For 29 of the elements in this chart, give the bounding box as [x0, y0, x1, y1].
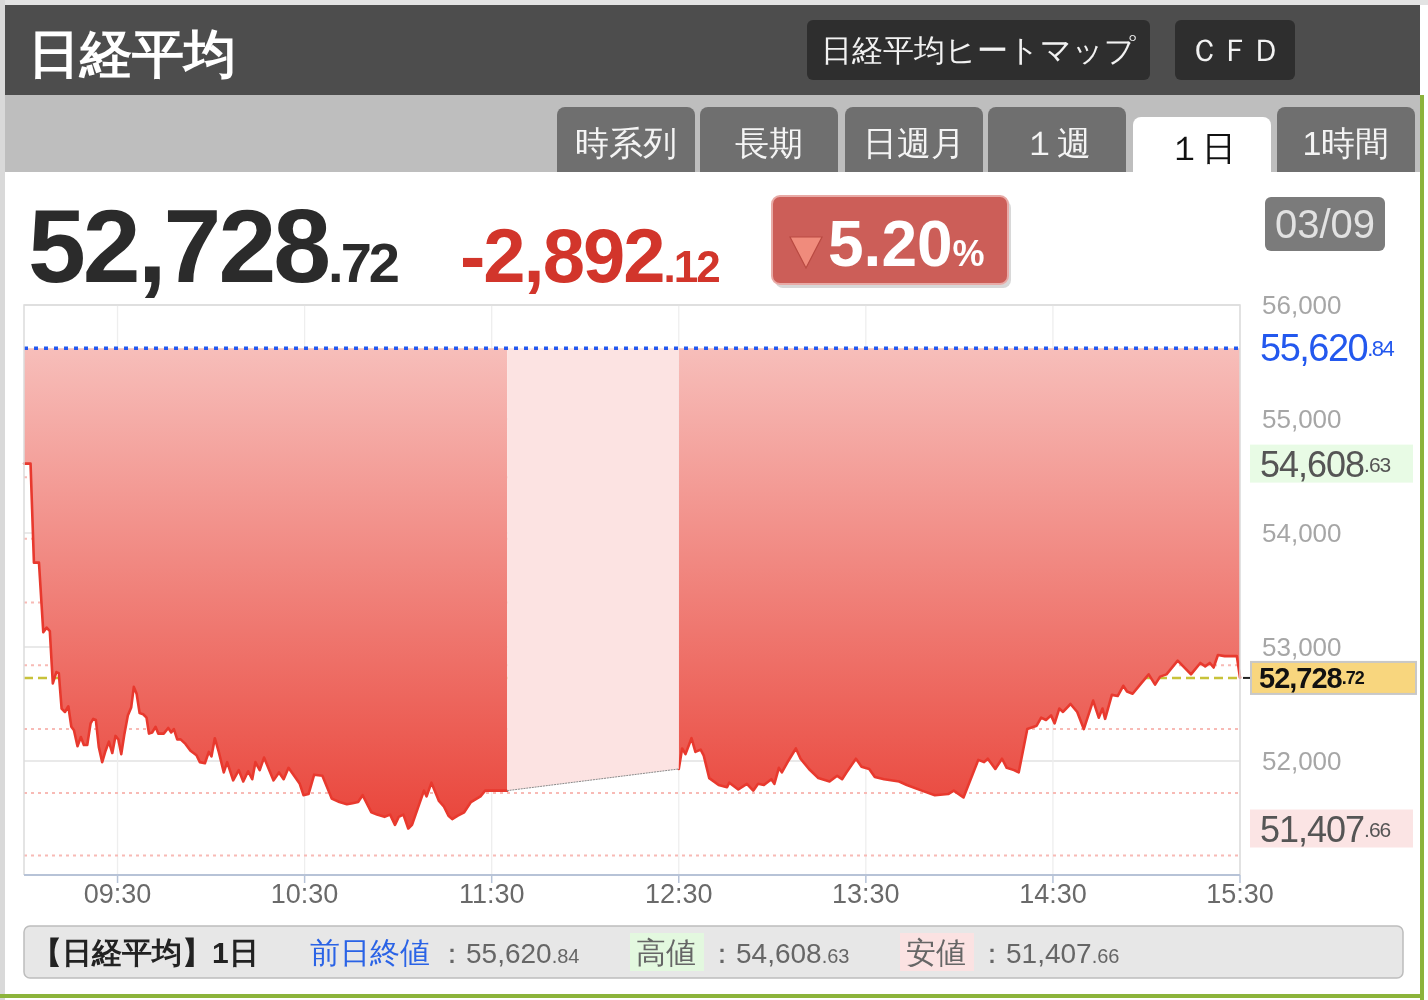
tab: 時系列 [557, 107, 695, 172]
chart-title: 日経平均 [28, 25, 236, 83]
y-tick-label: 52,000 [1262, 746, 1342, 776]
y-tick-label: 56,000 [1262, 290, 1342, 320]
x-tick-label: 15:30 [1206, 879, 1274, 909]
button: 日経平均ヒートマップ [807, 20, 1150, 80]
y-tick-label: 54,000 [1262, 518, 1342, 548]
x-tick-label: 10:30 [270, 879, 339, 909]
x-tick-label: 13:30 [832, 879, 900, 909]
tab: 長期 [700, 107, 838, 172]
change-badge: 5.20% [771, 195, 1011, 288]
tab-selected: １日 [1133, 117, 1271, 172]
y-tick-label: 53,000 [1262, 632, 1342, 662]
ref-line-label: 52,728.72 [1259, 661, 1365, 694]
date-badge: 03/09 [1265, 197, 1385, 251]
tag: 高値 [630, 933, 704, 971]
y-tick-label: 55,000 [1262, 404, 1342, 434]
x-tick-label: 09:30 [83, 879, 152, 909]
ref-line-label: 55,620.84 [1260, 327, 1395, 370]
tab: 1時間 [1277, 107, 1415, 172]
tab: １週 [988, 107, 1126, 172]
x-tick-label: 14:30 [1019, 879, 1087, 909]
tab: 日週月 [845, 107, 983, 172]
ref-line-label: 52,728.72 [1250, 660, 1417, 695]
change: -2,892.12 [460, 213, 719, 298]
button: ＣＦＤ [1175, 20, 1295, 80]
x-tick-label: 11:30 [458, 879, 525, 909]
x-tick-label: 12:30 [644, 879, 713, 909]
price: 52,728.72 [28, 188, 397, 304]
